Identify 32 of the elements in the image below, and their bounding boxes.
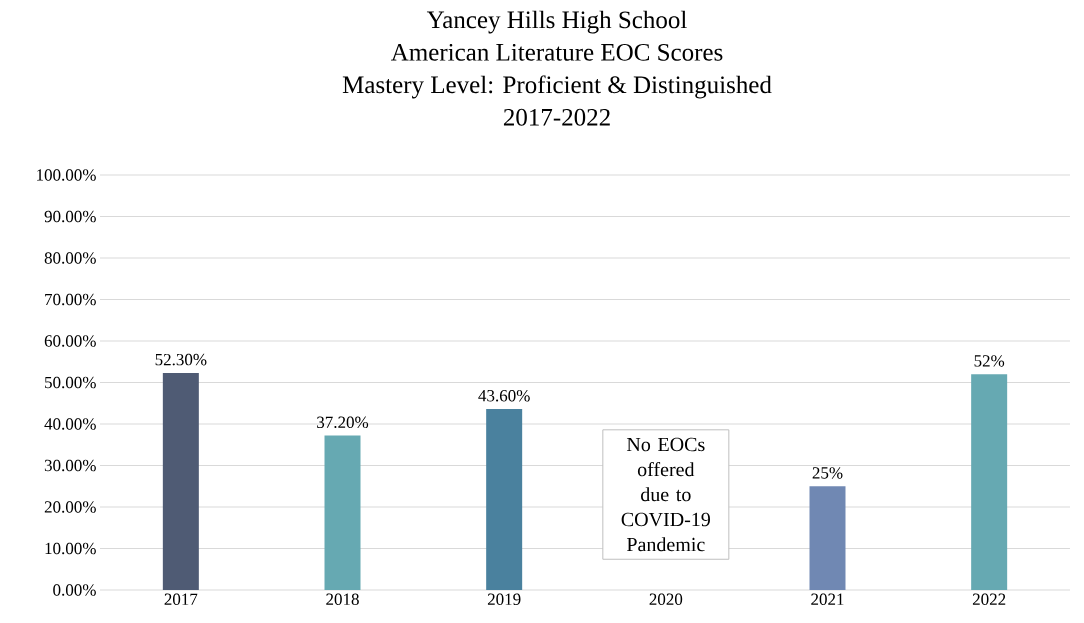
y-tick-label: 80.00% bbox=[44, 252, 96, 264]
data-label: 52% bbox=[974, 355, 1005, 367]
x-tick-label: 2018 bbox=[326, 593, 359, 605]
chart-title: Yancey Hills High School bbox=[426, 10, 687, 34]
x-tick-label: 2017 bbox=[164, 593, 198, 605]
x-tick-label: 2021 bbox=[811, 593, 844, 605]
text: 2017-2022 bbox=[503, 108, 610, 126]
y-tick-label: 60.00% bbox=[44, 335, 96, 347]
y-tick-label: 70.00% bbox=[45, 293, 96, 306]
text: Mastery Level: Proficient & Distinguished bbox=[342, 75, 772, 99]
y-tick-label: 0.00% bbox=[53, 584, 96, 596]
data-label: 43.60% bbox=[478, 389, 530, 402]
x-tick-label: 2019 bbox=[487, 593, 521, 605]
y-tick-label: 100.00% bbox=[37, 169, 96, 181]
bar bbox=[324, 435, 361, 590]
x-tick-label: 2020 bbox=[649, 593, 683, 605]
data-label: 52.30% bbox=[155, 353, 207, 366]
x-tick-label: 2022 bbox=[972, 593, 1006, 605]
data-label: 25% bbox=[812, 467, 843, 479]
y-tick-label: 10.00% bbox=[45, 542, 96, 555]
annotation: No EOCs offered due to COVID-19 Pandemic bbox=[621, 437, 710, 552]
y-tick-label: 50.00% bbox=[45, 376, 96, 389]
y-tick-label: 30.00% bbox=[44, 459, 96, 472]
bar bbox=[971, 374, 1008, 590]
chart-subtitle: American Literature EOC Scores bbox=[391, 43, 723, 61]
y-tick-label: 90.00% bbox=[44, 210, 96, 223]
bar bbox=[162, 372, 199, 590]
y-tick-label: 20.00% bbox=[44, 501, 96, 513]
y-tick-label: 40.00% bbox=[44, 418, 96, 430]
bar bbox=[809, 486, 846, 590]
bar bbox=[486, 409, 523, 590]
data-label: 37.20% bbox=[317, 416, 369, 429]
